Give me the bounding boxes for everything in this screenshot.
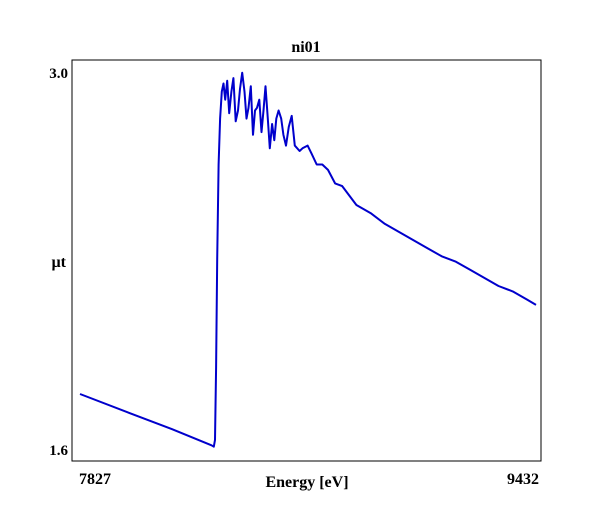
series-line — [79, 71, 537, 448]
y-axis-label: µt — [51, 254, 66, 271]
chart-title: ni01 — [291, 39, 320, 56]
y-tick-label-max: 3.0 — [49, 66, 68, 82]
x-tick-label-max: 9432 — [507, 471, 539, 488]
y-tick-label-min: 1.6 — [49, 443, 68, 459]
plot-frame — [71, 59, 542, 462]
x-axis-label: Energy [eV] — [265, 474, 348, 491]
x-tick-label-min: 7827 — [79, 471, 111, 488]
